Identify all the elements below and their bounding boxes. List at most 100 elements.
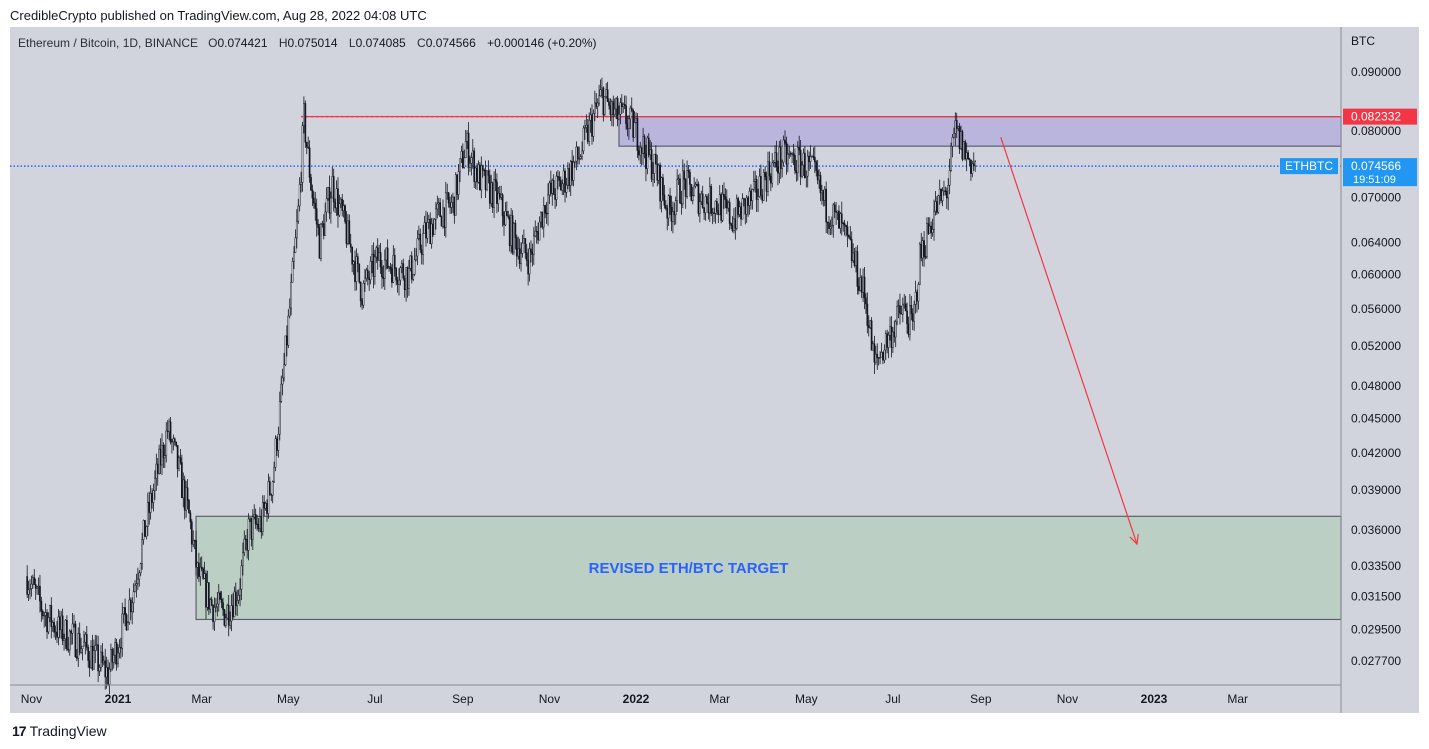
- candle-body: [724, 196, 727, 200]
- candle-body: [58, 616, 61, 630]
- candle-body: [295, 220, 298, 239]
- candle-body: [63, 638, 65, 641]
- candle-body: [904, 303, 907, 312]
- x-tick-label: Sep: [452, 692, 474, 706]
- candle-body: [358, 263, 361, 283]
- candle-body: [259, 516, 261, 529]
- candle-body: [389, 266, 392, 270]
- chart-canvas[interactable]: REVISED ETH/BTC TARGET BTC 0.090000 0.08000…: [10, 27, 1419, 713]
- candle-body: [423, 222, 426, 234]
- candle-body: [291, 261, 294, 283]
- candle-body: [165, 430, 168, 456]
- candle-body: [830, 224, 833, 228]
- candle-body: [670, 206, 673, 222]
- candle-body: [189, 512, 192, 523]
- candle-body: [704, 196, 707, 214]
- candle-body: [374, 256, 376, 277]
- candle-body: [325, 198, 328, 213]
- candle-body: [910, 305, 913, 314]
- countdown-text: 19:51:09: [1353, 174, 1396, 186]
- candle-body: [462, 150, 464, 168]
- candle-body: [135, 583, 138, 586]
- candle-body: [203, 573, 206, 579]
- candle-body: [549, 182, 552, 194]
- x-tick-label: Mar: [709, 692, 730, 706]
- candle-body: [236, 600, 239, 607]
- candle-body: [525, 252, 528, 261]
- candle-body: [278, 401, 281, 435]
- candle-body: [127, 622, 129, 631]
- candle-body: [584, 127, 586, 129]
- candle-body: [386, 247, 389, 269]
- x-tick-label: May: [277, 692, 300, 706]
- candle-body: [808, 155, 810, 162]
- candle-body: [185, 487, 187, 511]
- candle-body: [270, 493, 273, 496]
- candle-body: [506, 211, 508, 217]
- candle-body: [564, 170, 566, 193]
- candle-body: [930, 225, 933, 233]
- candle-body: [242, 552, 244, 567]
- candle-body: [737, 198, 740, 215]
- candle-body: [419, 233, 422, 250]
- candle-body: [619, 102, 622, 115]
- candle-body: [396, 279, 399, 285]
- candle-body: [149, 493, 152, 513]
- candle-body: [928, 225, 931, 234]
- tradingview-logo-icon: 17: [12, 723, 27, 739]
- candle-body: [105, 667, 108, 678]
- candle-body: [409, 255, 412, 269]
- candle-body: [443, 207, 446, 228]
- candle-body: [598, 95, 600, 104]
- candle-body: [907, 323, 910, 335]
- candle-body: [687, 170, 690, 173]
- x-tick-label: 2023: [1141, 692, 1168, 706]
- candle-body: [677, 178, 680, 180]
- candle-body: [172, 438, 175, 442]
- symbol-tag: [1280, 158, 1338, 175]
- candle-body: [562, 170, 565, 185]
- candle-body: [937, 195, 940, 213]
- candle-body: [253, 514, 256, 518]
- candle-body: [503, 215, 505, 226]
- candle-body: [513, 223, 515, 253]
- candle-body: [41, 611, 44, 616]
- y-tick-label: 0.031500: [1351, 590, 1401, 604]
- candle-body: [459, 158, 461, 172]
- candle-body: [27, 589, 30, 595]
- candle-body: [523, 238, 525, 244]
- candle-body: [605, 89, 608, 97]
- candle-body: [317, 223, 319, 228]
- candle-body: [244, 538, 247, 541]
- candle-body: [491, 182, 494, 208]
- candle-body: [748, 190, 751, 206]
- candle-body: [298, 184, 301, 207]
- candle-body: [767, 161, 769, 192]
- candle-body: [294, 237, 297, 253]
- candle-body: [659, 164, 661, 202]
- candle-body: [243, 538, 246, 553]
- candle-body: [683, 170, 686, 180]
- candle-body: [171, 441, 173, 443]
- candle-body: [635, 118, 637, 123]
- candle-body: [801, 164, 803, 177]
- candle-body: [812, 156, 815, 158]
- candle-body: [110, 649, 112, 670]
- candle-body: [945, 190, 948, 199]
- candle-body: [693, 185, 696, 196]
- candle-body: [612, 101, 615, 116]
- y-tick-label: 0.033500: [1351, 559, 1401, 573]
- candle-body: [899, 305, 901, 314]
- candle-body: [220, 598, 223, 603]
- candle-body: [906, 310, 908, 325]
- chart-panel[interactable]: REVISED ETH/BTC TARGET BTC 0.090000 0.08000…: [10, 27, 1419, 713]
- tradingview-brand[interactable]: 17 TradingView: [12, 723, 107, 739]
- candle-body: [903, 303, 906, 306]
- candle-body: [240, 565, 243, 590]
- candle-body: [66, 620, 68, 650]
- candle-body: [264, 503, 267, 509]
- candle-body: [44, 612, 47, 616]
- candle-body: [427, 219, 430, 223]
- candle-body: [362, 283, 365, 306]
- candle-body: [466, 132, 468, 142]
